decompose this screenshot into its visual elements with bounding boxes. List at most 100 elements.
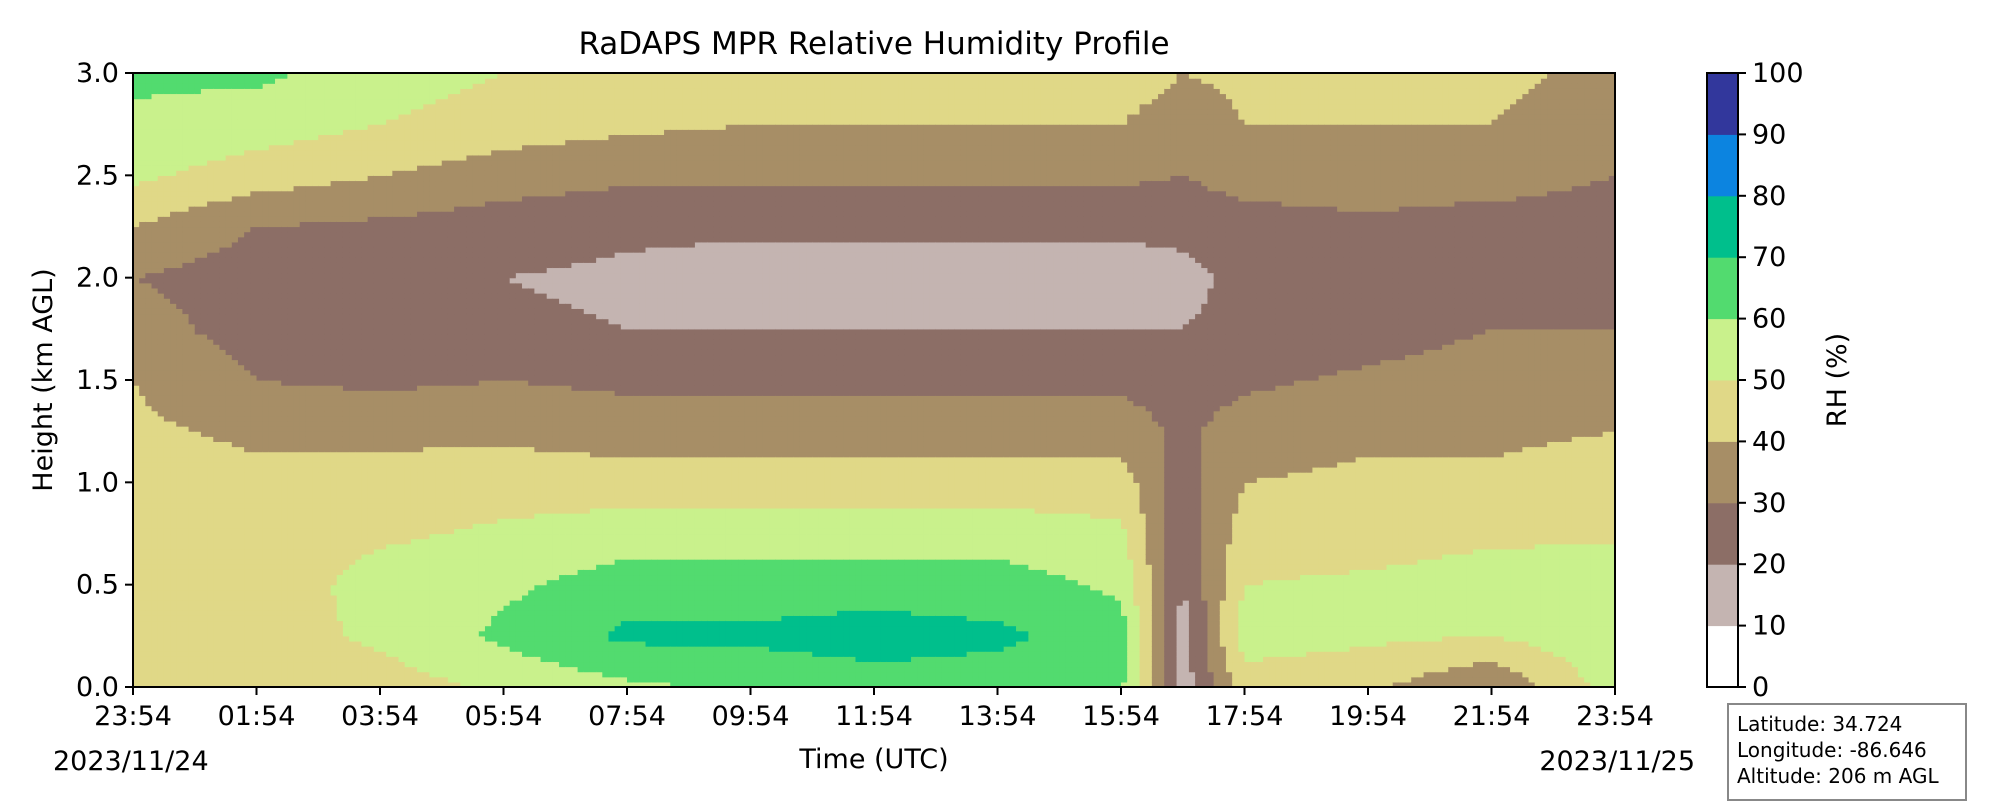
rh-cell	[293, 83, 301, 89]
rh-cell	[176, 129, 183, 135]
rh-cell	[145, 252, 153, 258]
rh-cell	[355, 431, 363, 437]
rh-cell	[200, 206, 208, 212]
rh-cell	[194, 426, 202, 432]
rh-cell	[170, 287, 177, 294]
rh-cell	[305, 456, 313, 463]
rh-cell	[355, 154, 363, 161]
rh-cell	[373, 267, 381, 274]
rh-cell	[219, 374, 227, 381]
rh-cell	[275, 574, 282, 581]
rh-cell	[336, 206, 344, 212]
rh-cell	[281, 635, 288, 642]
rh-cell	[188, 144, 196, 151]
rh-cell	[299, 144, 307, 151]
rh-cell	[287, 513, 295, 519]
rh-cell	[324, 88, 332, 95]
rh-cell	[194, 252, 202, 258]
rh-cell	[219, 451, 227, 458]
rh-cell	[139, 651, 146, 657]
rh-cell	[336, 420, 344, 427]
rh-cell	[318, 605, 326, 611]
rh-cell	[244, 328, 251, 335]
rh-cell	[207, 313, 214, 320]
rh-cell	[318, 374, 326, 381]
rh-cell	[225, 185, 233, 192]
rh-cell	[231, 600, 239, 606]
rh-cell	[361, 395, 369, 402]
rh-cell	[324, 635, 332, 642]
rh-cell	[293, 374, 301, 381]
rh-cell	[349, 395, 356, 402]
rh-cell	[182, 119, 190, 125]
rh-cell	[145, 466, 153, 473]
rh-cell	[200, 134, 208, 141]
rh-cell	[200, 149, 208, 156]
rh-cell	[237, 108, 245, 115]
rh-cell	[305, 236, 313, 243]
rh-cell	[139, 328, 146, 335]
rh-cell	[373, 221, 381, 228]
rh-cell	[244, 610, 251, 616]
rh-cell	[200, 333, 208, 340]
rh-cell	[312, 333, 319, 340]
rh-cell	[194, 349, 202, 356]
rh-cell	[188, 298, 196, 304]
rh-cell	[349, 149, 356, 156]
rh-cell	[170, 630, 177, 637]
rh-cell	[170, 113, 177, 120]
rh-cell	[349, 671, 356, 678]
rh-cell	[182, 103, 190, 110]
rh-cell	[305, 651, 313, 657]
rh-cell	[281, 339, 288, 345]
rh-cell	[361, 661, 369, 668]
rh-cell	[330, 159, 338, 166]
rh-cell	[367, 339, 375, 345]
rh-cell	[380, 671, 387, 678]
rh-cell	[367, 267, 375, 274]
rh-cell	[250, 303, 258, 309]
rh-cell	[231, 666, 239, 673]
rh-cell	[219, 548, 227, 555]
rh-cell	[281, 559, 288, 565]
rh-cell	[244, 600, 251, 606]
rh-cell	[133, 129, 140, 135]
rh-cell	[262, 354, 270, 361]
rh-cell	[275, 507, 282, 514]
rh-cell	[231, 559, 239, 565]
rh-cell	[170, 98, 177, 105]
rh-cell	[330, 594, 338, 601]
rh-cell	[380, 543, 387, 550]
rh-cell	[176, 359, 183, 366]
rh-cell	[231, 200, 239, 207]
rh-cell	[219, 257, 227, 263]
rh-cell	[275, 451, 282, 458]
rh-cell	[305, 451, 313, 458]
rh-cell	[367, 564, 375, 570]
rh-cell	[244, 170, 251, 176]
rh-cell	[151, 78, 159, 84]
rh-cell	[151, 472, 159, 478]
rh-cell	[170, 124, 177, 130]
rh-cell	[373, 497, 381, 504]
rh-cell	[312, 400, 319, 407]
rh-cell	[237, 206, 245, 212]
rh-cell	[213, 661, 221, 668]
rh-cell	[355, 451, 363, 458]
rh-cell	[373, 93, 381, 100]
rh-cell	[219, 129, 227, 135]
rh-cell	[250, 236, 258, 243]
rh-cell	[145, 165, 153, 171]
rh-cell	[318, 420, 326, 427]
rh-cell	[268, 88, 276, 95]
rh-cell	[349, 216, 356, 222]
rh-cell	[355, 78, 363, 84]
rh-cell	[157, 620, 165, 627]
rh-cell	[231, 543, 239, 550]
rh-cell	[219, 656, 227, 663]
rh-cell	[355, 88, 363, 95]
rh-cell	[250, 190, 258, 197]
rh-cell	[250, 318, 258, 325]
rh-cell	[200, 380, 208, 386]
rh-cell	[244, 538, 251, 545]
